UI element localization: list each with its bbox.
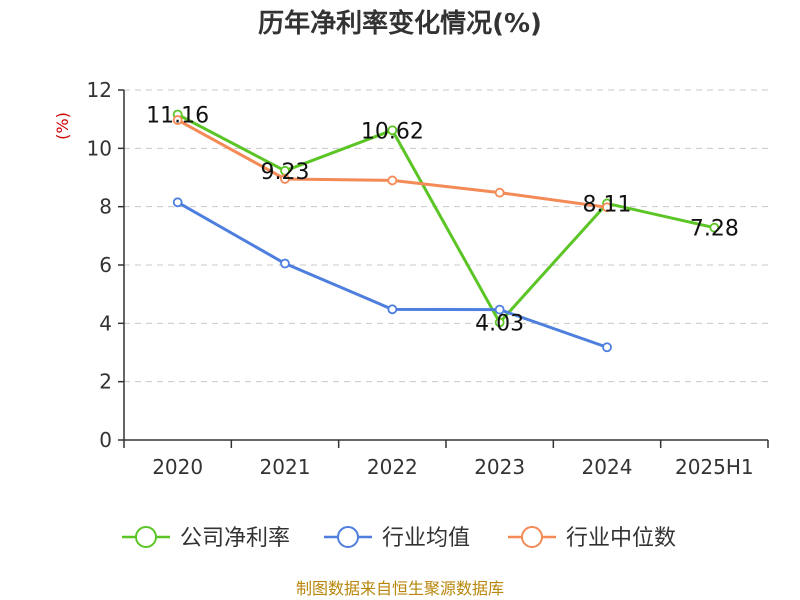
y-tick-label: 0 [99, 428, 112, 452]
legend-marker [135, 526, 157, 548]
axes: 0 2 4 6 8 10 12 2020 2021 2022 2023 2024 2025H1 [87, 78, 769, 479]
grid-lines [124, 89, 768, 383]
x-tick-label: 2024 [582, 455, 633, 479]
y-tick-label: 4 [99, 311, 112, 335]
data-point [387, 175, 398, 186]
data-point [387, 125, 398, 136]
data-point [172, 115, 183, 125]
y-tick-label: 8 [99, 195, 112, 219]
legend-marker [521, 526, 543, 548]
series-line-0 [176, 113, 715, 324]
data-label: 4.03 [475, 311, 524, 336]
data-point [494, 304, 505, 315]
x-tick-label: 2025H1 [675, 455, 754, 479]
y-tick-label: 6 [99, 253, 112, 277]
x-tick-label: 2020 [152, 455, 203, 479]
data-point [280, 174, 290, 184]
legend-label: 公司净利率 [180, 526, 290, 551]
x-tick-label: 2023 [474, 455, 525, 479]
y-axis-unit-label: (%) [53, 112, 72, 140]
data-label: 11.16 [146, 104, 209, 129]
source-note: 制图数据来自恒生聚源数据库 [296, 579, 504, 598]
legend-label: 行业中位数 [566, 526, 676, 551]
legend-item-1[interactable]: 行业均值 [324, 526, 470, 551]
data-label: 8.11 [583, 192, 632, 217]
legend-label: 行业均值 [382, 526, 470, 551]
data-point [602, 202, 612, 213]
y-tick-label: 10 [87, 136, 112, 160]
legend-marker [337, 526, 359, 548]
x-tick-label: 2022 [367, 455, 418, 479]
data-point [494, 187, 505, 198]
legend-item-0[interactable]: 公司净利率 [122, 526, 290, 551]
data-labels: 11.16 9.23 10.62 4.03 8.11 7.28 [146, 104, 739, 337]
y-tick-label: 12 [87, 78, 112, 102]
data-point [494, 317, 505, 328]
data-label: 10.62 [361, 119, 424, 144]
x-tick-label: 2021 [260, 455, 311, 479]
legend-item-2[interactable]: 行业中位数 [508, 526, 676, 551]
data-point [280, 258, 290, 269]
data-point [602, 342, 612, 353]
series-lines [172, 109, 720, 353]
chart-title: 历年净利率变化情况(%) [258, 8, 542, 39]
data-label: 9.23 [261, 160, 310, 185]
legend: 公司净利率 行业均值 行业中位数 [122, 526, 676, 551]
data-point [172, 197, 183, 208]
data-label: 7.28 [690, 217, 739, 242]
y-tick-label: 2 [99, 370, 112, 394]
data-point [709, 222, 720, 233]
data-point [387, 304, 398, 315]
